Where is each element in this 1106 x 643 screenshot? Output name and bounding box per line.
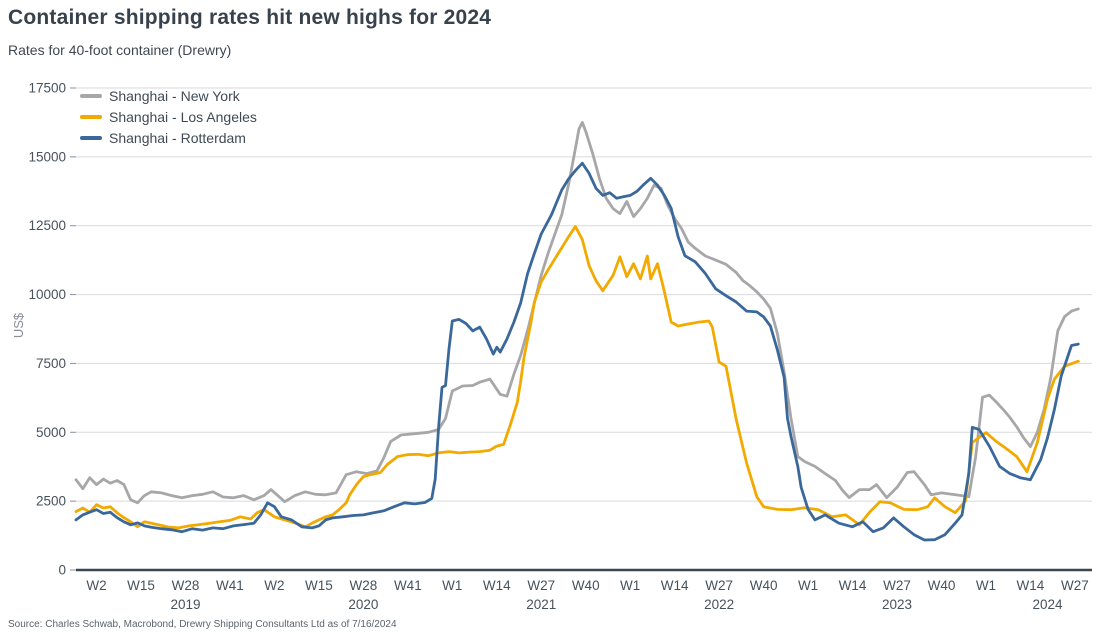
x-tick-label: W1 [798, 578, 818, 593]
y-tick-label: 10000 [28, 287, 66, 302]
x-tick-label: W27 [527, 578, 555, 593]
x-year-label: 2021 [526, 597, 556, 612]
x-tick-label: W40 [572, 578, 600, 593]
x-tick-label: W40 [928, 578, 956, 593]
x-tick-label: W28 [349, 578, 377, 593]
legend-item-rotterdam: Shanghai - Rotterdam [80, 127, 257, 148]
x-tick-label: W40 [750, 578, 778, 593]
y-axis-title: US$ [11, 312, 27, 339]
x-tick-label: W2 [264, 578, 284, 593]
x-year-label: 2023 [882, 597, 912, 612]
x-tick-label: W15 [305, 578, 333, 593]
chart-legend: Shanghai - New York Shanghai - Los Angel… [80, 85, 257, 148]
x-tick-label: W1 [976, 578, 996, 593]
x-year-label: 2024 [1033, 597, 1064, 612]
series-swatch-new-york [80, 93, 102, 98]
series-line-shanghai-los-angeles [74, 225, 1080, 530]
x-tick-label: W14 [661, 578, 689, 593]
legend-label: Shanghai - New York [109, 87, 240, 104]
series-swatch-los-angeles [80, 114, 102, 119]
series-line-shanghai-rotterdam [74, 161, 1080, 542]
x-tick-label: W15 [127, 578, 155, 593]
x-tick-label: W41 [216, 578, 244, 593]
x-tick-label: W41 [394, 578, 422, 593]
x-tick-label: W14 [839, 578, 867, 593]
page-title: Container shipping rates hit new highs f… [8, 6, 492, 29]
source-attribution: Source: Charles Schwab, Macrobond, Drewr… [8, 619, 397, 630]
series-line-shanghai-new-york [74, 121, 1080, 505]
x-tick-label: W1 [620, 578, 640, 593]
series-swatch-rotterdam [80, 135, 102, 140]
x-tick-label: W1 [442, 578, 462, 593]
legend-item-new-york: Shanghai - New York [80, 85, 257, 106]
x-tick-label: W14 [483, 578, 511, 593]
legend-item-los-angeles: Shanghai - Los Angeles [80, 106, 257, 127]
x-tick-label: W27 [883, 578, 911, 593]
x-year-label: 2019 [170, 597, 200, 612]
y-tick-label: 7500 [36, 356, 66, 371]
y-tick-label: 17500 [28, 81, 66, 96]
x-tick-label: W27 [705, 578, 733, 593]
x-year-label: 2022 [704, 597, 734, 612]
y-tick-label: 5000 [36, 425, 66, 440]
y-tick-label: 12500 [28, 218, 66, 233]
y-tick-label: 15000 [28, 149, 66, 164]
x-tick-label: W27 [1061, 578, 1089, 593]
y-tick-label: 2500 [36, 494, 66, 509]
legend-label: Shanghai - Rotterdam [109, 129, 246, 146]
x-tick-label: W28 [172, 578, 200, 593]
page-subtitle: Rates for 40-foot container (Drewry) [8, 42, 232, 58]
x-year-label: 2020 [348, 597, 378, 612]
y-tick-label: 0 [58, 563, 66, 578]
legend-label: Shanghai - Los Angeles [109, 108, 257, 125]
x-tick-label: W14 [1017, 578, 1045, 593]
x-tick-label: W2 [86, 578, 106, 593]
